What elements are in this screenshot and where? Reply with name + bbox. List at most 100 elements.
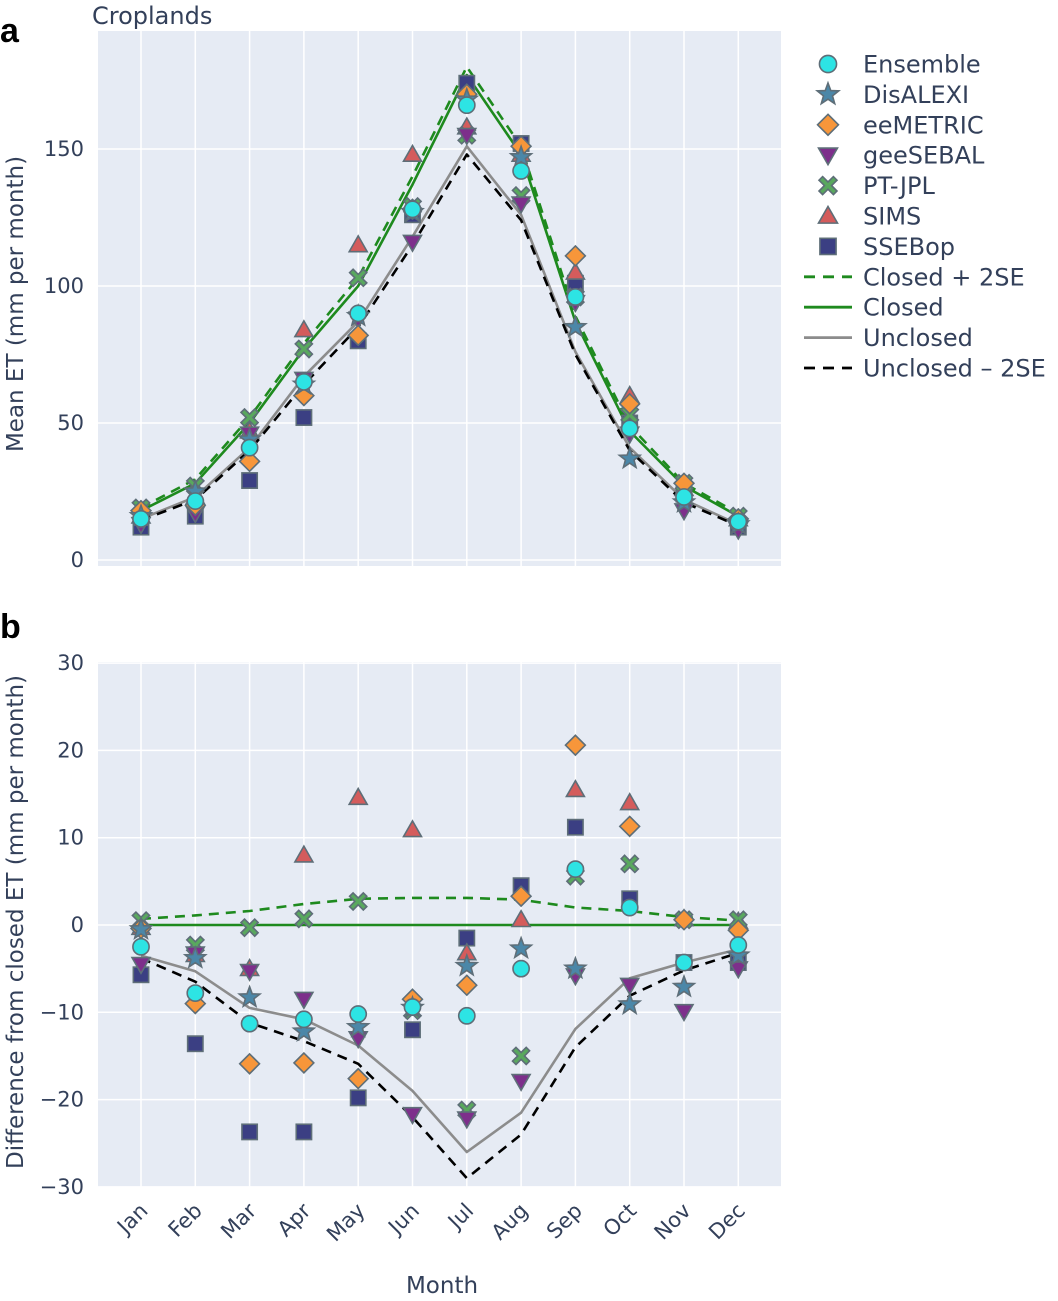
- marker-disalexi-jan: [128, 916, 154, 940]
- panel-b-lines: [140, 896, 739, 1180]
- marker-ensemble-may: [349, 304, 368, 323]
- marker-sims-may: [347, 786, 369, 806]
- marker-ensemble-jul: [457, 1006, 476, 1025]
- marker-ssebop-apr: [295, 1123, 313, 1141]
- legend-label-unclosed: Unclosed: [863, 324, 973, 352]
- marker-disalexi-sep: [562, 955, 588, 980]
- legend-item-ssebop: SSEBop: [819, 233, 955, 261]
- marker-disalexi-aug: [508, 935, 534, 960]
- marker-geesebal-jun: [402, 1106, 423, 1126]
- y-tick-label: 150: [44, 137, 84, 161]
- panel-a-markers: [128, 74, 751, 541]
- marker-eemetric-aug: [510, 885, 533, 908]
- marker-pt-jpl-apr: [294, 909, 314, 929]
- y-tick-label: 10: [57, 826, 84, 850]
- marker-ssebop-mar: [241, 472, 259, 489]
- marker-ensemble-feb: [186, 492, 205, 510]
- marker-geesebal-jul: [456, 1111, 478, 1130]
- marker-ssebop-sep: [566, 818, 584, 836]
- x-tick-label-jul: Jul: [442, 1199, 478, 1235]
- panel-b-x-axis-label: Month: [406, 1273, 478, 1299]
- x-tick-label-oct: Oct: [599, 1199, 642, 1242]
- marker-eemetric-mar: [238, 450, 261, 473]
- legend-label-disalexi: DisALEXI: [863, 81, 969, 109]
- y-tick-label: 30: [57, 651, 84, 675]
- marker-pt-jpl-aug: [511, 1046, 531, 1066]
- marker-pt-jpl-may: [348, 268, 368, 288]
- marker-eemetric-oct: [618, 815, 641, 838]
- x-tick-label-jun: Jun: [382, 1199, 424, 1241]
- y-tick-label: −10: [40, 1000, 84, 1024]
- panel-letter-b: b: [0, 608, 21, 646]
- marker-pt-jpl-oct: [620, 854, 640, 874]
- legend-label-sims: SIMS: [863, 203, 921, 231]
- x-tick-label-nov: Nov: [650, 1199, 696, 1245]
- legend-label-pt-jpl: PT-JPL: [863, 172, 935, 200]
- marker-sims-apr: [293, 844, 315, 863]
- marker-disalexi-apr: [291, 1018, 317, 1043]
- marker-disalexi-nov: [671, 973, 697, 998]
- panel-b-y-axis-label: Difference from closed ET (mm per month): [3, 675, 29, 1169]
- marker-geesebal-apr: [293, 991, 315, 1010]
- marker-ssebop-apr: [295, 409, 313, 426]
- legend-marker-sims: [817, 204, 839, 224]
- marker-ensemble-jan: [132, 937, 150, 956]
- marker-disalexi-mar: [237, 984, 263, 1009]
- y-tick-label: −20: [40, 1088, 84, 1112]
- legend-marker-eemetric: [816, 113, 840, 137]
- marker-geesebal-oct: [619, 977, 641, 996]
- marker-eemetric-nov: [672, 908, 696, 931]
- marker-pt-jpl-apr: [294, 339, 314, 359]
- marker-disalexi-oct: [617, 445, 643, 470]
- panel-a-y-axis-label: Mean ET (mm per month): [3, 156, 29, 452]
- marker-ensemble-sep: [566, 288, 585, 306]
- y-tick-label: 100: [44, 274, 84, 298]
- marker-disalexi-dec: [725, 942, 751, 967]
- legend-label-unclosed-2se: Unclosed – 2SE: [863, 355, 1046, 383]
- marker-eemetric-may: [347, 324, 370, 347]
- x-tick-label-apr: Apr: [273, 1198, 316, 1241]
- marker-ensemble-nov: [675, 488, 693, 506]
- marker-geesebal-mar: [239, 963, 260, 982]
- line-closed-2se: [140, 896, 739, 922]
- x-tick-label-feb: Feb: [164, 1199, 207, 1242]
- marker-pt-jpl-mar: [239, 407, 260, 428]
- marker-disalexi-oct: [617, 991, 643, 1016]
- y-tick-label: −30: [40, 1175, 84, 1199]
- marker-sims-sep: [565, 261, 586, 280]
- marker-disalexi-aug: [508, 144, 534, 168]
- line-unclosed-2se: [140, 153, 739, 527]
- marker-sims-apr: [293, 319, 315, 338]
- marker-ensemble-dec: [729, 512, 748, 531]
- panel-b-y-ticks: −30 −20 −10 0 10 20 30: [40, 651, 84, 1199]
- panel-letter-a: a: [0, 12, 20, 50]
- marker-ensemble-oct: [620, 419, 639, 438]
- y-tick-label: 0: [71, 913, 84, 937]
- marker-sims-aug: [510, 909, 532, 928]
- marker-eemetric-apr: [292, 1051, 315, 1074]
- marker-ensemble-jun: [403, 998, 422, 1016]
- marker-disalexi-feb: [182, 945, 208, 969]
- marker-eemetric-oct: [618, 392, 641, 415]
- line-closed-2se: [140, 65, 739, 515]
- y-tick-label: 0: [71, 548, 84, 572]
- panel-a-grid: [98, 31, 781, 566]
- legend-item-closed: Closed: [804, 294, 944, 322]
- legend-item-ensemble: Ensemble: [818, 51, 981, 79]
- legend-label-eemetric: eeMETRIC: [863, 111, 984, 139]
- legend-item-unclosed-2se: Unclosed – 2SE: [804, 355, 1046, 383]
- legend-item-geesebal: geeSEBAL: [817, 142, 985, 170]
- x-tick-label-sep: Sep: [542, 1199, 587, 1244]
- marker-sims-jun: [402, 819, 423, 838]
- marker-geesebal-aug: [510, 1073, 532, 1092]
- x-tick-label-may: May: [322, 1199, 370, 1247]
- panel-b-markers: [128, 734, 751, 1141]
- marker-sims-jun: [402, 143, 423, 163]
- legend-item-unclosed: Unclosed: [804, 324, 973, 352]
- marker-ssebop-mar: [241, 1123, 259, 1141]
- legend-label-geesebal: geeSEBAL: [863, 142, 985, 170]
- marker-ssebop-may: [349, 1089, 367, 1107]
- legend-item-closed-2se: Closed + 2SE: [804, 263, 1025, 291]
